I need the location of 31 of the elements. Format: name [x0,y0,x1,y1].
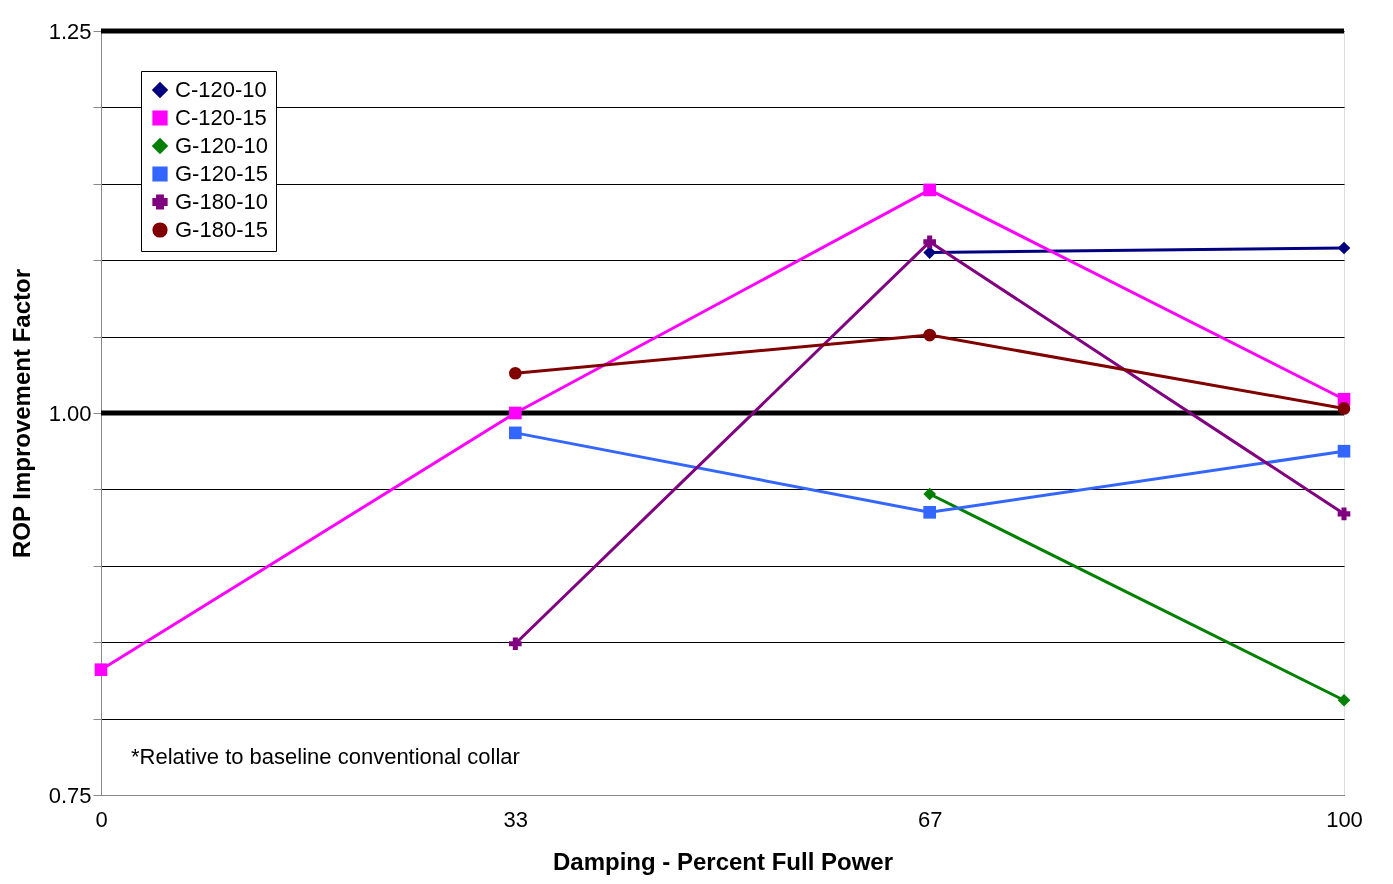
legend-label: C-120-10 [175,77,267,102]
legend-label: G-180-10 [175,189,268,214]
legend-label: G-120-15 [175,161,268,186]
point [923,183,936,197]
x-tick-label: 100 [1326,806,1363,832]
point [923,235,936,249]
point [509,426,522,440]
y-axis-title: ROP Improvement Factor [7,269,35,558]
point [923,487,936,501]
annotation: *Relative to baseline conventional collar [131,743,520,769]
legend-label: G-180-15 [175,217,268,242]
legend-label: G-120-10 [175,133,268,158]
point [1337,507,1351,521]
point [509,406,522,420]
point [509,637,522,651]
point [509,366,522,380]
point [1337,444,1351,458]
point [1337,241,1351,255]
point [923,506,936,519]
point [923,328,936,342]
x-tick-label: 67 [917,806,943,832]
legend-label: C-120-15 [175,105,267,130]
x-axis-title: Damping - Percent Full Power [552,847,894,875]
text: 1.00 [48,400,92,426]
point [1337,402,1351,415]
y-tick-label: 1.25 [48,18,92,44]
x-tick-label: 0 [95,806,108,832]
y-tick-label: 0.75 [48,782,92,808]
point [94,663,108,677]
x-tick-label: 33 [503,806,529,832]
point [1337,693,1351,707]
